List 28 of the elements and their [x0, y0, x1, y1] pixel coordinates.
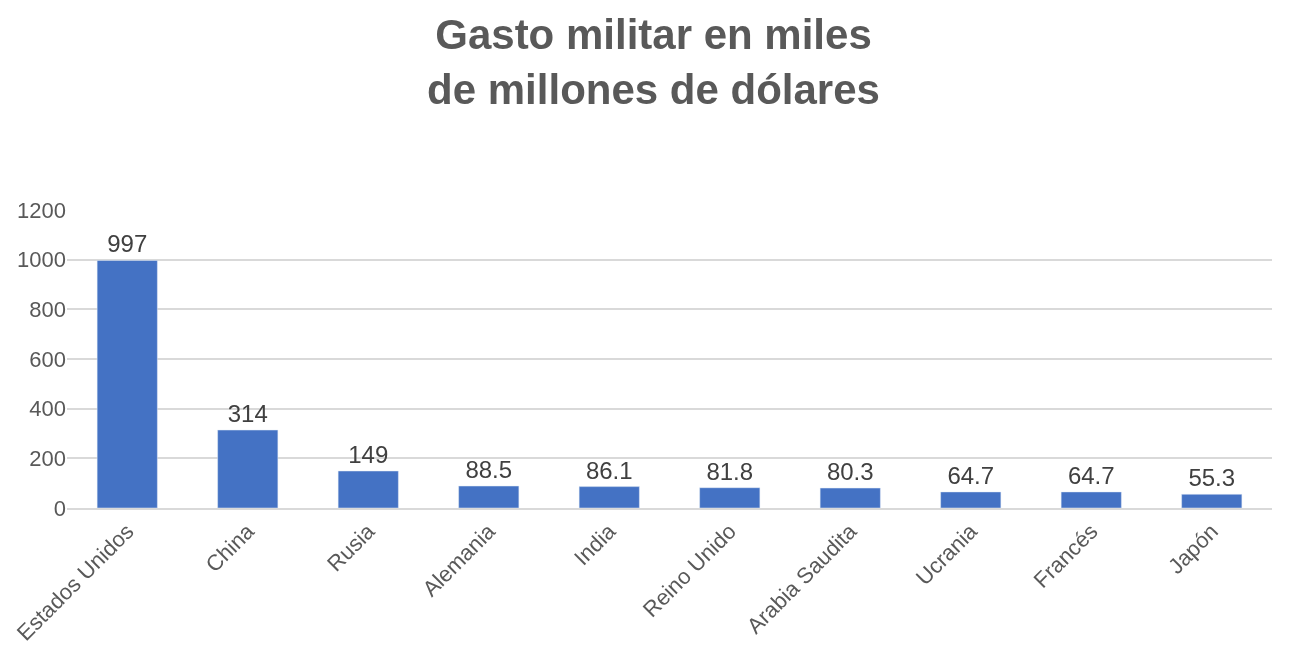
bar: [819, 487, 881, 508]
y-tick-label: 1200: [17, 197, 66, 223]
data-label: 149: [348, 441, 389, 468]
y-tick-label: 0: [53, 495, 66, 521]
bar: [337, 470, 399, 508]
data-label: 64.7: [947, 461, 995, 489]
bar: [1060, 491, 1122, 508]
data-label: 55.3: [1188, 464, 1236, 492]
data-label: 81.8: [706, 457, 754, 485]
bar: [940, 491, 1002, 508]
data-label: 997: [107, 230, 148, 258]
chart-title: Gasto militar en miles de millones de dólares: [427, 11, 880, 113]
data-label: 86.1: [585, 456, 633, 484]
data-label: 64.7: [1067, 461, 1115, 489]
y-tick-label: 800: [29, 297, 66, 323]
bar: [578, 486, 640, 508]
y-tick-label: 600: [29, 346, 66, 372]
data-label: 88.5: [465, 456, 513, 484]
y-tick-label: 1000: [17, 247, 66, 273]
bar: [96, 260, 158, 508]
y-tick-label: 400: [29, 396, 66, 422]
bar: [1181, 494, 1243, 508]
data-label: 314: [227, 400, 268, 428]
bar: [458, 485, 520, 508]
data-label: 80.3: [826, 458, 874, 486]
bar: [217, 429, 279, 508]
bar: [699, 487, 761, 508]
y-tick-label: 200: [29, 446, 66, 472]
